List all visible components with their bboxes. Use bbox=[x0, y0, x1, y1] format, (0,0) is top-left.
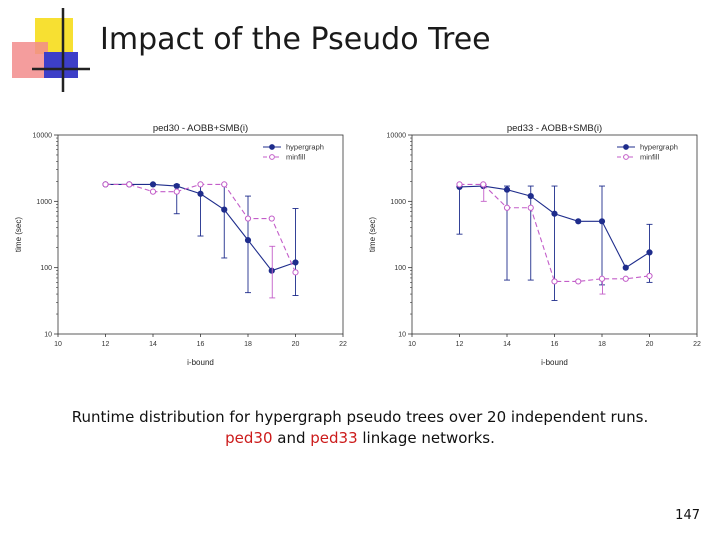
logo-blue-square bbox=[44, 52, 78, 78]
legend-marker bbox=[623, 144, 629, 150]
caption-line-2: ped30 and ped33 linkage networks. bbox=[0, 429, 720, 447]
data-point-minfill bbox=[292, 269, 299, 276]
y-tick-label: 10 bbox=[44, 332, 52, 339]
data-point-hypergraph bbox=[197, 190, 204, 197]
data-point-minfill bbox=[480, 181, 487, 188]
data-point-minfill bbox=[646, 272, 653, 280]
data-point-minfill bbox=[102, 181, 109, 188]
caption-ped30-highlight: ped30 bbox=[225, 429, 273, 447]
x-tick-label: 16 bbox=[551, 341, 559, 348]
data-point-minfill bbox=[503, 204, 511, 211]
x-tick-label: 18 bbox=[598, 341, 606, 348]
slide-title: Impact of the Pseudo Tree bbox=[100, 22, 491, 57]
data-point-hypergraph bbox=[292, 259, 299, 266]
x-tick-label: 10 bbox=[408, 341, 416, 348]
data-point-hypergraph bbox=[244, 237, 252, 244]
data-point-hypergraph bbox=[646, 249, 653, 256]
data-point-minfill bbox=[244, 215, 252, 222]
slide-logo-graphic bbox=[12, 8, 90, 92]
y-tick-label: 10000 bbox=[33, 133, 53, 140]
data-point-hypergraph bbox=[503, 186, 511, 193]
data-point-minfill bbox=[456, 181, 463, 188]
legend-label: hypergraph bbox=[640, 143, 678, 152]
x-tick-label: 12 bbox=[456, 341, 464, 348]
data-point-minfill bbox=[551, 278, 558, 285]
y-tick-label: 1000 bbox=[36, 199, 52, 206]
data-point-hypergraph bbox=[173, 182, 180, 190]
data-point-hypergraph bbox=[527, 192, 534, 200]
y-tick-label: 100 bbox=[40, 265, 52, 272]
data-point-hypergraph bbox=[622, 264, 629, 271]
data-point-minfill bbox=[149, 188, 157, 195]
x-tick-label: 22 bbox=[339, 341, 347, 348]
data-point-hypergraph bbox=[268, 267, 275, 274]
caption-line-1: Runtime distribution for hypergraph pseu… bbox=[71, 408, 649, 426]
x-tick-label: 20 bbox=[646, 341, 654, 348]
y-tick-label: 1000 bbox=[390, 199, 406, 206]
data-point-minfill bbox=[575, 278, 582, 285]
legend-marker bbox=[269, 154, 275, 160]
y-axis-label: time (sec) bbox=[14, 217, 23, 252]
chart-title: ped33 - AOBB+SMB(i) bbox=[507, 123, 602, 134]
y-axis-label: time (sec) bbox=[368, 217, 377, 252]
series-line-minfill bbox=[459, 183, 650, 282]
data-point-minfill bbox=[598, 275, 606, 282]
data-point-hypergraph bbox=[598, 218, 606, 225]
page-number: 147 bbox=[675, 508, 700, 523]
x-tick-label: 16 bbox=[197, 341, 205, 348]
data-point-minfill bbox=[126, 181, 133, 188]
caption-ped33-highlight: ped33 bbox=[310, 429, 358, 447]
data-point-hypergraph bbox=[149, 181, 157, 188]
data-point-minfill bbox=[221, 181, 228, 188]
chart-title: ped30 - AOBB+SMB(i) bbox=[153, 123, 248, 134]
x-tick-label: 12 bbox=[102, 341, 110, 348]
x-tick-label: 20 bbox=[292, 341, 300, 348]
y-tick-label: 10 bbox=[398, 332, 406, 339]
caption-rest: linkage networks. bbox=[357, 429, 495, 447]
data-point-minfill bbox=[173, 188, 180, 195]
data-point-hypergraph bbox=[221, 206, 228, 213]
x-tick-label: 22 bbox=[693, 341, 701, 348]
legend-label: minfill bbox=[286, 153, 306, 162]
legend-label: hypergraph bbox=[286, 143, 324, 152]
logo-red-square bbox=[12, 42, 48, 78]
x-tick-label: 14 bbox=[503, 341, 511, 348]
y-tick-label: 10000 bbox=[387, 133, 407, 140]
caption-and: and bbox=[272, 429, 311, 447]
y-tick-label: 100 bbox=[394, 265, 406, 272]
x-axis-label: i-bound bbox=[187, 358, 214, 367]
data-point-minfill bbox=[268, 215, 275, 222]
chart-ped33: ped33 - AOBB+SMB(i) 10 12 14 16 18 20 22 10 100 10… bbox=[368, 123, 701, 367]
data-point-hypergraph bbox=[575, 218, 582, 225]
data-point-minfill bbox=[527, 204, 534, 211]
legend-label: minfill bbox=[640, 153, 660, 162]
legend-marker bbox=[623, 154, 629, 160]
x-tick-label: 10 bbox=[54, 341, 62, 348]
legend-marker bbox=[269, 144, 275, 150]
x-tick-label: 18 bbox=[244, 341, 252, 348]
data-point-minfill bbox=[622, 275, 629, 282]
data-point-minfill bbox=[197, 181, 204, 188]
data-point-hypergraph bbox=[551, 210, 558, 217]
x-tick-label: 14 bbox=[149, 341, 157, 348]
chart-ped30: ped30 - AOBB+SMB(i) 10 12 14 16 18 20 22 10 100 10… bbox=[14, 123, 347, 367]
x-axis-label: i-bound bbox=[541, 358, 568, 367]
